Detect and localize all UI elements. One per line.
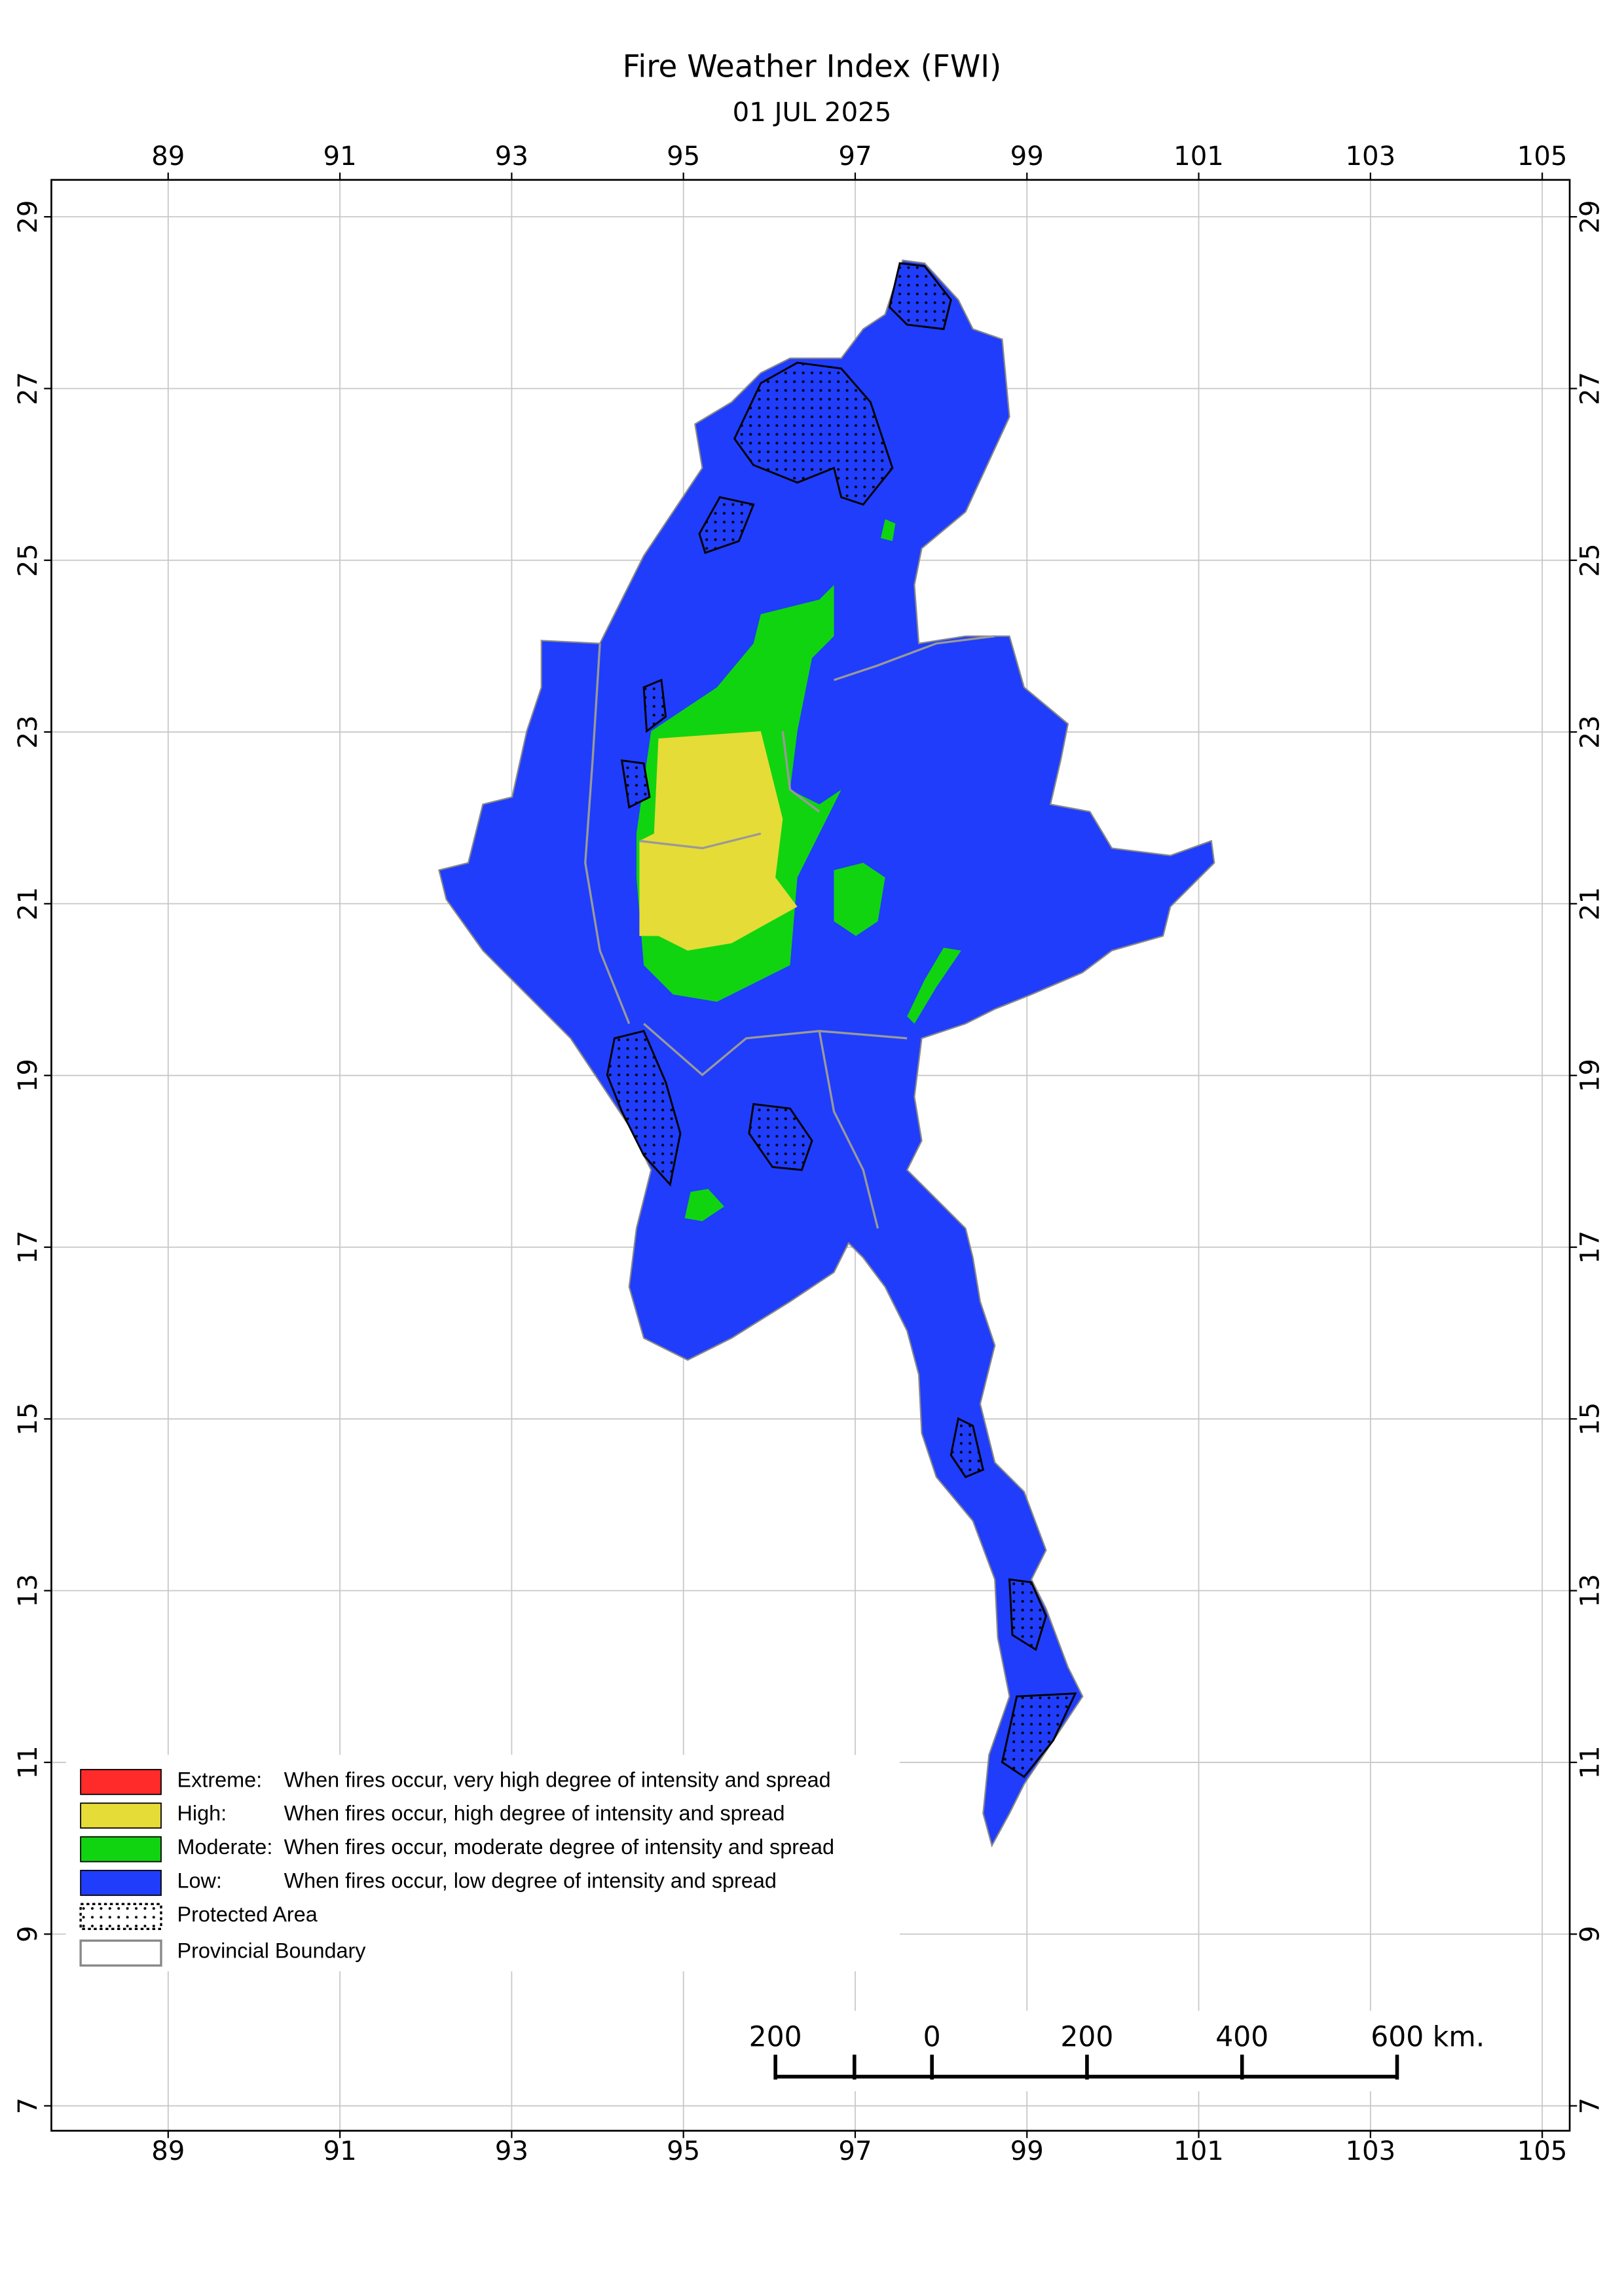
x-tick-label: 103 [1345,141,1395,172]
y-tick-label: 21 [1576,887,1606,920]
x-tick-label: 105 [1517,2136,1568,2166]
x-tick-label: 101 [1173,141,1224,172]
x-tick-label: 105 [1517,141,1568,172]
y-tick-label: 29 [1576,200,1606,234]
moderate-area [684,1189,724,1222]
protected-area [1001,1692,1077,1778]
legend-label: Moderate: [177,1835,273,1859]
moderate-area [907,947,961,1024]
legend-label: Low: [177,1868,222,1892]
x-tick-label: 97 [838,141,872,172]
moderate-area [880,519,896,541]
country [438,259,1215,1848]
x-tick-label: 93 [495,141,528,172]
legend-label: Extreme: [177,1768,263,1791]
protected-area [698,496,755,555]
provincial-boundary [818,1030,879,1229]
y-tick-label: 13 [1576,1574,1606,1607]
x-tick-label: 95 [667,141,700,172]
y-tick-label: 25 [13,543,43,577]
y-tick-label: 27 [1576,372,1606,405]
x-tick-label: 91 [323,2136,357,2166]
x-tick-label: 99 [1010,2136,1044,2166]
y-tick-label: 7 [13,2098,43,2115]
provincial-boundaries [584,635,995,1229]
legend-text: When fires occur, high degree of intensi… [284,1802,785,1825]
y-tick-label: 23 [13,716,43,749]
scale-bar-label: 200 [1060,2021,1113,2053]
scale-bar-label: 0 [923,2021,941,2053]
map-frame [50,179,1571,2132]
x-tick-label: 89 [151,2136,185,2166]
x-tick-label: 97 [838,2136,872,2166]
y-tick-label: 11 [13,1745,43,1779]
legend-label: Provincial Boundary [177,1939,367,1963]
y-tick-label: 9 [1576,1925,1606,1942]
x-tick-label: 95 [667,2136,700,2166]
y-tick-label: 19 [1576,1059,1606,1092]
provincial-boundary [781,731,821,813]
low-area [438,259,1215,1848]
legend-text: When fires occur, moderate degree of int… [284,1835,834,1859]
legend-box [65,1755,900,1972]
y-tick-label: 19 [13,1059,43,1092]
y-tick-label: 21 [13,887,43,920]
x-tick-label: 93 [495,2136,528,2166]
scale-bar-label: 400 [1215,2021,1268,2053]
scale-bar: 200 0 200 400 600 km. [739,2011,1500,2092]
provincial-boundary [584,643,631,1025]
protected-area [748,1102,813,1171]
legend-label: Protected Area [177,1903,318,1926]
y-tick-label: 9 [13,1925,43,1942]
legend-swatch [79,1939,162,1967]
legend-swatch [80,1836,162,1863]
x-tick-label: 91 [323,141,357,172]
protected-area [620,759,651,809]
y-tick-label: 27 [13,372,43,405]
y-tick-label: 15 [13,1402,43,1436]
y-tick-label: 17 [13,1230,43,1264]
legend: Extreme: When fires occur, very high degr… [65,1755,900,1972]
y-tick-label: 7 [1576,2098,1606,2115]
x-tick-label: 99 [1010,141,1044,172]
legend-swatch [80,1802,162,1829]
y-tick-label: 13 [13,1574,43,1607]
y-tick-label: 23 [1576,716,1606,749]
provincial-boundary [643,1023,908,1077]
y-tick-label: 29 [13,200,43,234]
scale-bar-label: 600 km. [1371,2021,1485,2053]
moderate-area [834,862,885,936]
provincial-boundary [639,832,762,850]
legend-swatch [80,1870,162,1896]
legend-swatch [80,1768,162,1795]
date: 01 JUL 2025 [733,98,892,128]
protected-area [1008,1578,1047,1651]
provincial-boundary [833,635,995,682]
title: Fire Weather Index (FWI) [623,48,1002,84]
x-tick-label: 101 [1173,2136,1224,2166]
scale-bar-label: 200 [749,2021,802,2053]
y-tick-label: 11 [1576,1745,1606,1779]
protected-area [606,1030,682,1187]
legend-text: When fires occur, very high degree of in… [284,1768,831,1791]
protected-area [888,262,952,331]
legend-label: High: [177,1802,227,1825]
protected-area [950,1417,985,1478]
high-area [639,731,798,951]
protected-area [642,678,667,733]
legend-swatch [79,1903,162,1931]
protected-areas [606,262,1077,1778]
y-tick-label: 15 [1576,1402,1606,1436]
y-tick-label: 17 [1576,1230,1606,1264]
legend-text: When fires occur, low degree of intensit… [284,1868,777,1892]
y-tick-label: 25 [1576,543,1606,577]
protected-area [733,361,894,506]
x-tick-label: 103 [1345,2136,1395,2166]
x-tick-label: 89 [151,141,185,172]
